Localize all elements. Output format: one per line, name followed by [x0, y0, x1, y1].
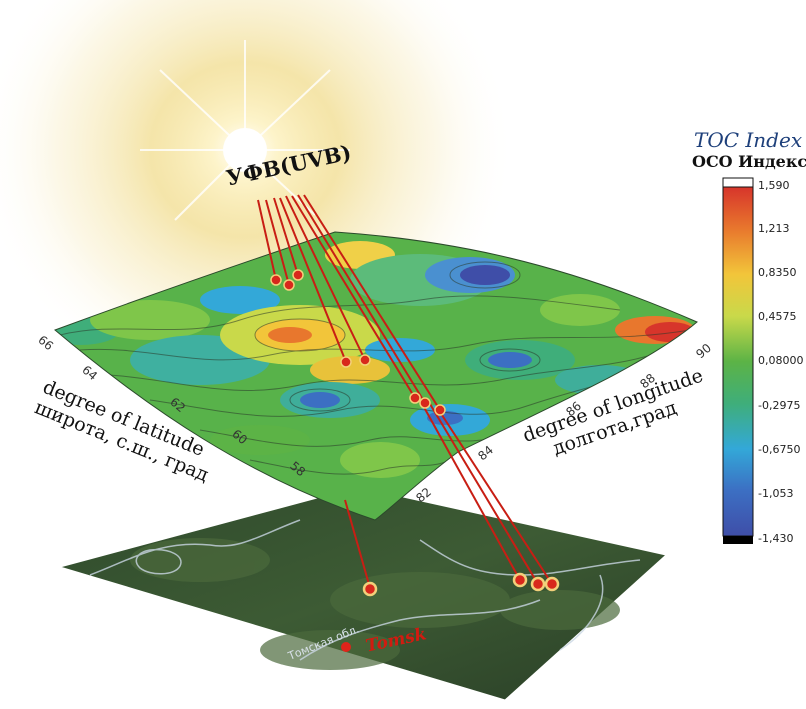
colorbar-tick: -0,6750	[758, 443, 801, 456]
uvb-rays	[257, 194, 553, 589]
colorbar-title-en: TOC Index	[694, 128, 803, 152]
tomsk-marker	[341, 642, 351, 652]
toc-surface	[54, 231, 698, 521]
colorbar-tick: -1,053	[758, 487, 794, 500]
colorbar-tick: -1,430	[758, 532, 794, 545]
map-markers	[362, 572, 560, 597]
colorbar-tick: 1,213	[758, 222, 790, 235]
colorbar-tick: 0,08000	[758, 354, 804, 367]
satellite-map: Томская обл.	[58, 486, 668, 701]
colorbar-tick: 1,590	[758, 179, 790, 192]
colorbar-tick: 0,8350	[758, 266, 797, 279]
colorbar-title-ru: ОСО Индекс	[692, 152, 806, 171]
colorbar-tick: 0,4575	[758, 310, 797, 323]
colorbar	[722, 177, 754, 544]
colorbar-tick: -0,2975	[758, 399, 801, 412]
surface-markers	[270, 269, 446, 416]
